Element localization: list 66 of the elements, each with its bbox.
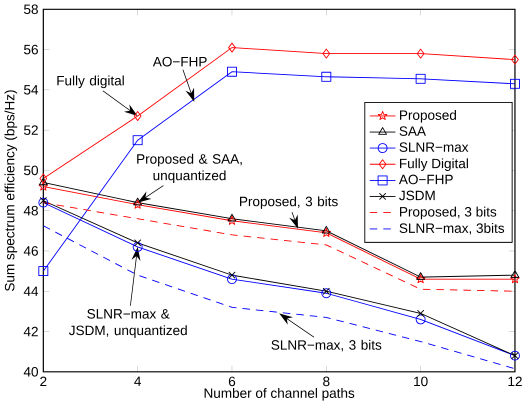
annotation: SLNR−max, 3 bits [271, 340, 382, 352]
x-tick-label: 8 [323, 376, 330, 386]
point [416, 272, 425, 280]
point [416, 310, 424, 317]
y-tick-label: 40 [24, 366, 38, 377]
point [134, 239, 142, 246]
point [228, 214, 236, 222]
point [227, 66, 237, 77]
y-tick-label: 48 [24, 206, 38, 216]
point [134, 111, 142, 121]
y-tick-label: 44 [24, 286, 38, 296]
point [416, 314, 426, 324]
point [227, 274, 237, 284]
annotation: Proposed & SAA, unquantized [137, 154, 242, 183]
legend-label: SLNR−max, 3bits [400, 222, 504, 234]
y-tick-label: 54 [24, 85, 38, 95]
y-tick-label: 58 [24, 4, 38, 14]
annotation: SLNR−max & JSDM, unquantized [68, 308, 187, 338]
point [321, 288, 332, 298]
point [511, 54, 519, 65]
legend-label: Proposed [400, 110, 456, 123]
x-tick-label: 10 [414, 376, 428, 386]
point [322, 288, 330, 295]
point [322, 228, 332, 237]
point [510, 274, 520, 284]
point [510, 78, 520, 89]
y-tick-label: 46 [24, 246, 38, 256]
point [40, 196, 47, 204]
annotation: AO−FHP [152, 56, 207, 66]
point [228, 271, 236, 279]
point [132, 242, 143, 252]
point [227, 216, 237, 225]
y-tick-label: 50 [24, 166, 38, 176]
annotation: Fully digital [57, 75, 124, 88]
legend-label: SAA [400, 126, 426, 136]
point [321, 72, 332, 82]
y-axis-title: Sum spectrum efficiency (bps/Hz) [4, 90, 18, 291]
x-tick-label: 2 [40, 376, 46, 386]
x-axis-title: Number of channel paths [204, 388, 354, 401]
point [38, 198, 48, 208]
point [132, 135, 143, 146]
x-tick-label: 12 [508, 376, 522, 386]
legend-label: Proposed, 3 bits [400, 206, 496, 220]
point [38, 177, 48, 186]
y-tick-label: 42 [24, 326, 38, 336]
x-tick-label: 6 [228, 376, 236, 386]
point [416, 48, 424, 59]
y-tick-label: 52 [24, 125, 38, 135]
point [228, 42, 236, 52]
point [322, 226, 331, 234]
point [39, 173, 48, 184]
point [322, 48, 330, 59]
legend-label: JSDM [399, 190, 435, 200]
y-tick-label: 56 [24, 44, 38, 54]
point [416, 74, 426, 84]
legend-label: Fully Digital [400, 158, 468, 171]
legend-label: SLNR−max [400, 142, 468, 152]
point [510, 270, 520, 278]
point [38, 266, 48, 276]
legend-label: AO−FHP [398, 174, 453, 184]
point [38, 181, 48, 191]
point [133, 198, 142, 206]
x-tick-label: 4 [134, 376, 142, 386]
annotation: Proposed, 3 bits [240, 196, 338, 209]
point [416, 274, 426, 284]
point [132, 200, 142, 209]
